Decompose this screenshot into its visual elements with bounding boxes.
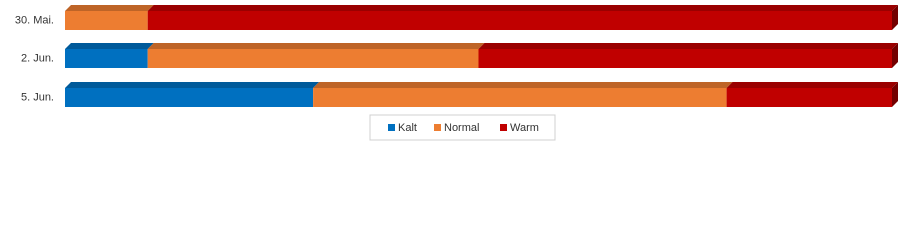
bar-side (892, 82, 898, 107)
bar-top (65, 43, 154, 49)
bar (478, 49, 892, 68)
bar (65, 49, 148, 68)
legend-swatch (434, 124, 441, 131)
legend-label: Warm (510, 122, 539, 134)
page: {"chart_data": {"type": "stacked-bar-hor… (14, 5, 898, 141)
bar-top (147, 5, 898, 11)
bar-top (147, 43, 485, 49)
bar (313, 88, 727, 107)
bar (147, 49, 479, 68)
bar (65, 11, 148, 30)
bar (147, 11, 892, 30)
category-label: 2. Jun. (21, 52, 54, 64)
bar-top (65, 5, 154, 11)
bar (65, 88, 314, 107)
bar-top (65, 82, 320, 88)
legend-swatch (500, 124, 507, 131)
chart: 30. Mai. 2. Jun. 5. Jun. Kalt Normal Warm (15, 5, 898, 141)
category-label: 30. Mai. (15, 14, 54, 26)
bar-side (892, 5, 898, 30)
bar-side (892, 43, 898, 68)
legend-label: Normal (444, 122, 479, 134)
bar (726, 88, 892, 107)
category-label: 5. Jun. (21, 91, 54, 103)
bar-top (726, 82, 898, 88)
legend-swatch (388, 124, 395, 131)
legend-label: Kalt (398, 122, 417, 134)
bar-top (478, 43, 898, 49)
legend-box (369, 114, 556, 141)
bar-top (313, 82, 733, 88)
